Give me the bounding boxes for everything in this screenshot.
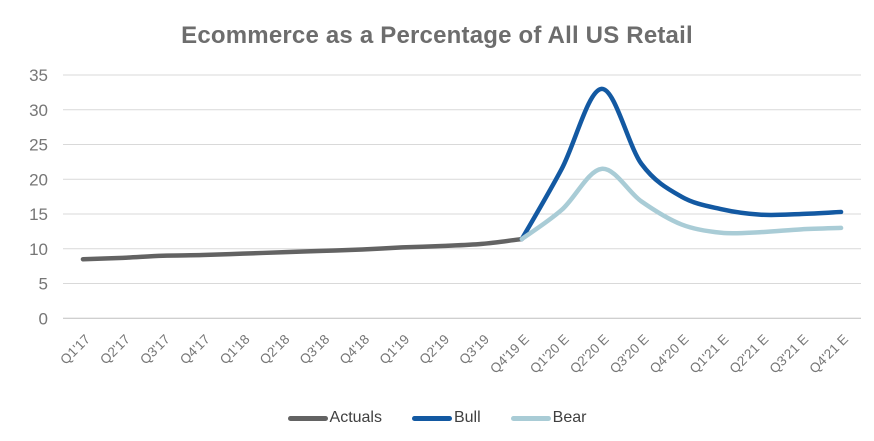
x-axis-tick-label: Q3'21 E	[766, 332, 811, 377]
x-axis-tick-label: Q2'17	[97, 332, 133, 368]
y-axis-tick-label: 25	[29, 136, 48, 155]
x-axis-tick-label: Q2'19	[416, 332, 452, 368]
bull-line-swatch-icon	[411, 415, 452, 421]
x-axis-tick-label: Q1'21 E	[687, 332, 732, 377]
chart-title: Ecommerce as a Percentage of All US Reta…	[181, 22, 693, 49]
bear-line-swatch-icon	[510, 415, 551, 421]
x-axis-tick-label: Q3'20 E	[607, 332, 652, 377]
y-axis-tick-label: 20	[29, 170, 48, 189]
x-axis-tick-label: Q2'21 E	[727, 332, 772, 377]
x-axis-tick-label: Q4'19 E	[487, 332, 532, 377]
x-axis-tick-label: Q3'18	[297, 332, 333, 368]
legend-item-bull: Bull	[411, 409, 481, 427]
y-axis-tick-label: 10	[29, 240, 48, 259]
actuals-line-swatch-icon	[287, 415, 328, 421]
x-axis-tick-label: Q4'17	[177, 332, 213, 368]
y-axis-tick-label: 5	[39, 275, 48, 294]
x-axis-tick-label: Q2'20 E	[567, 332, 612, 377]
x-axis-tick-label: Q1'17	[57, 332, 93, 368]
x-axis-tick-label: Q1'19	[376, 332, 412, 368]
x-axis-tick-label: Q3'17	[137, 332, 173, 368]
x-axis-tick-label: Q4'21 E	[806, 332, 851, 377]
x-axis-tick-label: Q4'20 E	[647, 332, 692, 377]
chart-legend: Actuals Bull Bear	[0, 409, 874, 427]
x-axis-tick-label: Q2'18	[257, 332, 293, 368]
x-axis-tick-label: Q3'19	[456, 332, 492, 368]
series-line-bear	[519, 166, 844, 242]
legend-item-actuals: Actuals	[287, 409, 382, 427]
y-axis-tick-label: 15	[29, 205, 48, 224]
y-axis-tick-label: 35	[29, 66, 48, 85]
y-axis-tick-label: 30	[29, 101, 48, 120]
series-line-bull	[519, 86, 844, 242]
series-line-actuals	[80, 236, 525, 262]
legend-item-bear: Bear	[510, 409, 587, 427]
x-axis-tick-label: Q1'18	[217, 332, 253, 368]
legend-label-bull: Bull	[453, 409, 481, 426]
legend-label-actuals: Actuals	[329, 409, 382, 426]
legend-label-bear: Bear	[552, 409, 587, 426]
x-axis-tick-label: Q4'18	[337, 332, 373, 368]
x-axis-tick-label: Q1'20 E	[527, 332, 572, 377]
y-axis-tick-label: 0	[39, 309, 48, 328]
